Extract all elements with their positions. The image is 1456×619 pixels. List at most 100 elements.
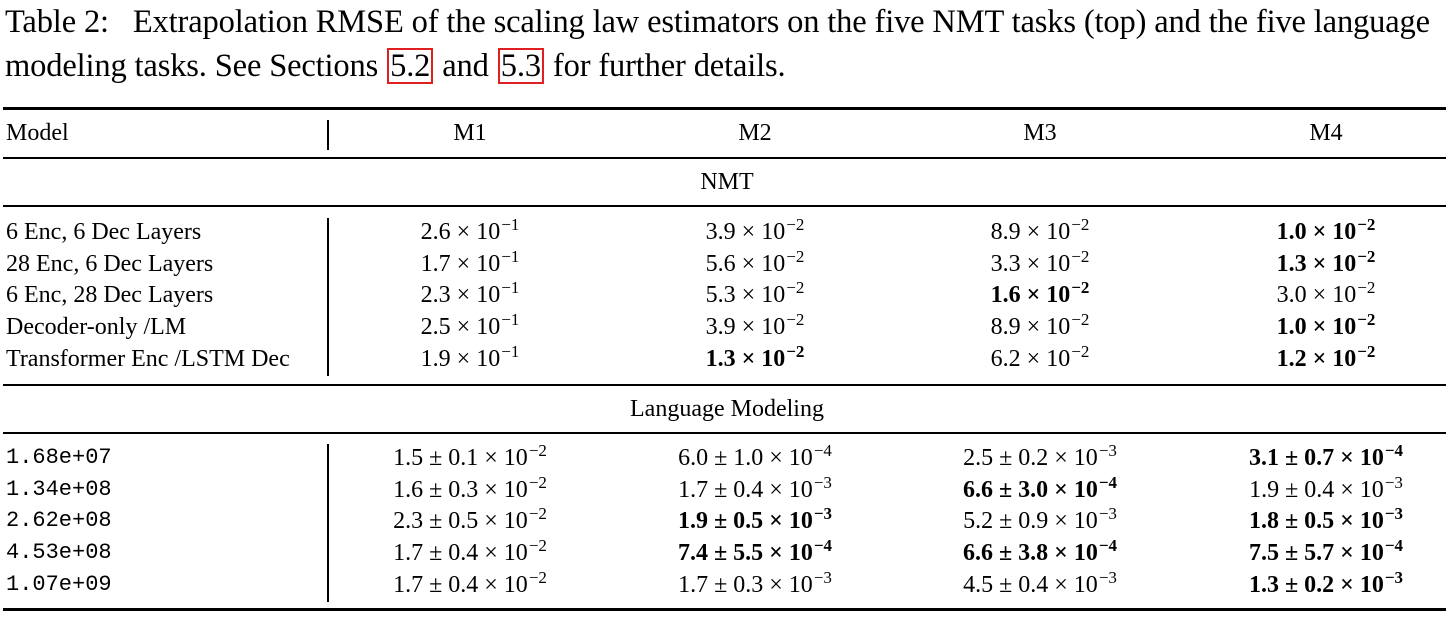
table-cell: 4.5 ± 0.4 × 10−3 [963,567,1117,602]
cell-exponent: −2 [1357,310,1376,330]
cell-exponent: −3 [1384,567,1404,587]
table-cell: 1.8 ± 0.5 × 10−3 [1249,504,1403,538]
column-header-m4: M4 [1309,120,1343,146]
cell-exponent: −4 [1384,536,1404,556]
cell-mantissa: 6.0 ± 1.0 × 10 [678,445,813,471]
cell-exponent: −2 [1071,278,1090,298]
cell-exponent: −2 [786,278,805,298]
cell-mantissa: 7.4 ± 5.5 × 10 [677,540,813,567]
cell-mantissa: 8.9 × 10 [990,314,1071,341]
cell-mantissa: 1.9 ± 0.4 × 10 [1249,476,1384,503]
table-cell: 1.7 ± 0.4 × 10−2 [393,536,547,570]
row-label: 1.68e+07 [6,445,112,470]
caption-prefix: Table 2: [5,4,109,40]
cell-mantissa: 1.6 ± 0.3 × 10 [393,476,528,503]
cell-mantissa: 4.5 ± 0.4 × 10 [963,571,1098,598]
cell-exponent: −2 [528,536,547,556]
cell-mantissa: 3.0 × 10 [1276,282,1357,309]
cell-exponent: −4 [813,536,833,556]
table-cell: 1.7 ± 0.4 × 10−3 [678,473,832,507]
cell-mantissa: 2.6 × 10 [420,219,501,245]
bottom-rule [3,608,1446,611]
nmt-title-rule [3,205,1446,207]
cell-mantissa: 3.3 × 10 [990,250,1071,277]
cell-mantissa: 3.9 × 10 [705,219,786,245]
caption-text: Extrapolation RMSE of the scaling law es… [5,4,1430,84]
top-rule [3,107,1446,110]
section-link-5-2[interactable]: 5.2 [387,48,434,84]
cell-mantissa: 6.6 ± 3.8 × 10 [962,540,1098,567]
cell-mantissa: 1.5 ± 0.1 × 10 [393,445,528,471]
table-cell: 6.0 ± 1.0 × 10−4 [678,441,832,475]
table-cell: 1.0 × 10−2 [1276,215,1376,249]
column-header-model: Model [6,120,69,146]
table-cell: 1.6 ± 0.3 × 10−2 [393,473,547,507]
table-cell: 6.2 × 10−2 [991,341,1090,376]
column-header-m2: M2 [738,120,772,146]
cell-mantissa: 1.7 × 10 [420,250,501,277]
cell-mantissa: 2.3 ± 0.5 × 10 [393,508,528,535]
cell-exponent: −3 [813,567,832,587]
table-cell: 2.6 × 10−1 [420,215,520,249]
cell-exponent: −1 [501,310,520,330]
table-caption: Table 2: Extrapolation RMSE of the scali… [5,0,1451,88]
cell-mantissa: 5.2 ± 0.9 × 10 [963,508,1098,535]
cell-mantissa: 6.6 ± 3.0 × 10 [962,476,1098,503]
cell-exponent: −3 [1098,567,1117,587]
table-cell: 7.5 ± 5.7 × 10−4 [1249,536,1404,570]
lm-divider [327,444,329,602]
cell-exponent: −2 [1071,341,1090,361]
cell-mantissa: 1.0 × 10 [1276,314,1357,341]
cell-exponent: −2 [528,504,547,524]
table-cell: 6.6 ± 3.0 × 10−4 [962,472,1118,507]
table-cell: 1.9 ± 0.5 × 10−3 [677,504,833,538]
table-cell: 1.5 ± 0.1 × 10−2 [393,441,547,475]
table-cell: 1.9 × 10−1 [420,342,520,376]
cell-exponent: −2 [1071,310,1090,330]
cell-mantissa: 2.5 ± 0.2 × 10 [963,445,1098,471]
table-cell: 1.3 ± 0.2 × 10−3 [1248,567,1404,602]
cell-exponent: −3 [813,504,833,524]
header-divider [327,120,329,150]
cell-mantissa: 2.5 × 10 [420,314,501,341]
cell-exponent: −2 [786,246,805,266]
header-rule [3,157,1446,159]
cell-mantissa: 1.7 ± 0.4 × 10 [393,571,528,598]
table-cell: 1.2 × 10−2 [1276,342,1376,376]
cell-exponent: −4 [1098,472,1118,492]
table-cell: 3.0 × 10−2 [1276,278,1376,312]
cell-mantissa: 1.3 × 10 [1276,250,1357,277]
cell-mantissa: 5.6 × 10 [705,250,786,277]
table-cell: 8.9 × 10−2 [990,215,1090,249]
cell-exponent: −2 [786,215,805,234]
row-label: 2.62e+08 [6,508,112,534]
cell-mantissa: 1.3 × 10 [705,345,786,372]
cell-mantissa: 1.2 × 10 [1276,345,1357,372]
table-cell: 2.3 ± 0.5 × 10−2 [393,504,547,538]
cell-exponent: −1 [501,278,520,298]
cell-mantissa: 8.9 × 10 [990,219,1071,245]
row-label: 6 Enc, 6 Dec Layers [6,219,202,245]
cell-exponent: −2 [1357,246,1376,266]
cell-mantissa: 1.9 × 10 [420,345,501,372]
table-cell: 8.9 × 10−2 [990,310,1090,344]
table-cell: 5.3 × 10−2 [706,278,805,312]
caption-and: and [442,48,489,84]
cell-exponent: −1 [501,215,520,234]
table-cell: 3.3 × 10−2 [990,247,1090,281]
cell-exponent: −2 [786,310,805,330]
table-cell: 3.9 × 10−2 [705,215,805,249]
cell-mantissa: 3.9 × 10 [705,314,786,341]
cell-exponent: −2 [1357,215,1376,234]
row-label: Transformer Enc /LSTM Dec [6,345,290,372]
cell-mantissa: 1.3 ± 0.2 × 10 [1248,571,1384,598]
nmt-divider [327,218,329,376]
row-label: 6 Enc, 28 Dec Layers [6,282,214,309]
table-cell: 1.3 × 10−2 [705,341,805,376]
section-link-5-3[interactable]: 5.3 [497,48,544,84]
table-cell: 6.6 ± 3.8 × 10−4 [962,536,1117,570]
cell-mantissa: 1.0 × 10 [1276,219,1357,245]
cell-mantissa: 1.9 ± 0.5 × 10 [677,508,813,535]
cell-exponent: −2 [786,341,805,361]
table-cell: 2.3 × 10−1 [421,278,520,312]
